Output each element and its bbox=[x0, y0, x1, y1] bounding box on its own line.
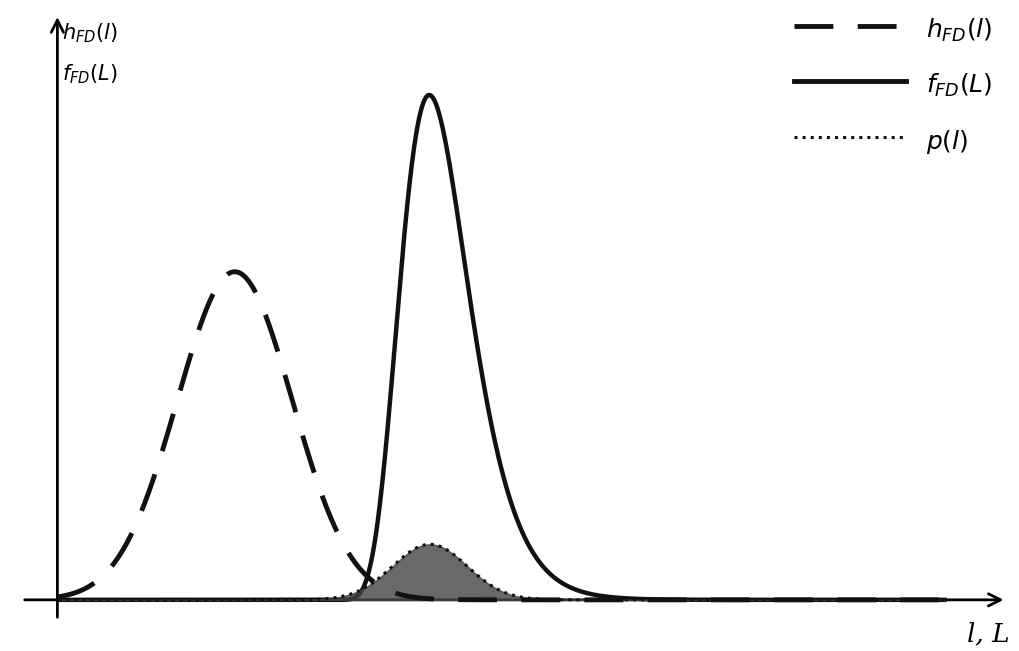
Text: $h_{FD}(l)$: $h_{FD}(l)$ bbox=[62, 22, 117, 46]
Legend: $h_{FD}(l)$, $f_{FD}(L)$, $p(l)$: $h_{FD}(l)$, $f_{FD}(L)$, $p(l)$ bbox=[784, 5, 1002, 166]
Text: $f_{FD}(L)$: $f_{FD}(L)$ bbox=[62, 62, 117, 86]
Text: l, L: l, L bbox=[966, 621, 1009, 646]
